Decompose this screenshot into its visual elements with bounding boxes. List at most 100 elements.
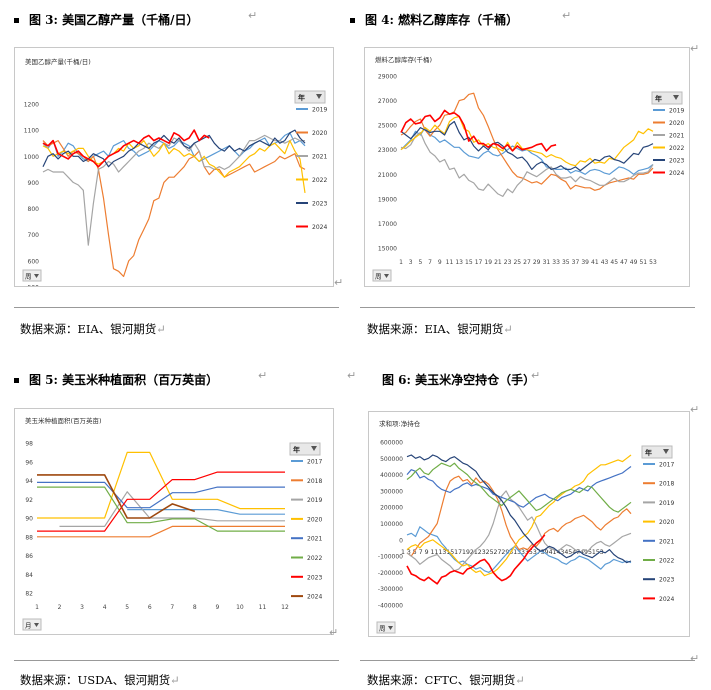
legend-label-2019: 2019	[307, 497, 322, 504]
x-tick-label: 53	[649, 259, 657, 266]
return-mark: ↵	[347, 369, 357, 382]
legend-label-2017: 2017	[307, 459, 322, 466]
axis-field-button	[376, 621, 396, 634]
bullet-icon	[350, 18, 355, 23]
series-line-2022	[406, 462, 632, 513]
series-line-2019	[42, 132, 306, 163]
series-line-2023	[42, 129, 306, 168]
series-line-2021	[406, 466, 632, 508]
axis-field-button	[372, 269, 392, 282]
x-tick-label: 27	[523, 259, 531, 266]
y-tick-label: 98	[25, 441, 33, 448]
x-tick-label: 45	[610, 259, 618, 266]
y-tick-label: 900	[28, 180, 40, 187]
chart-svg: 美国乙醇产量(千桶/日)5006007008009001000110012001…	[22, 57, 327, 305]
x-tick-label: 35	[562, 259, 570, 266]
x-tick-label: 39	[581, 259, 589, 266]
legend-title: 年	[293, 445, 300, 454]
legend: 年 2017 2018 2019 2020 2021 2022 2023 2024	[641, 445, 674, 603]
y-tick-label: 0	[399, 537, 403, 544]
legend-label-2024: 2024	[669, 170, 684, 177]
series-line-2023	[37, 471, 285, 532]
axis-field-button	[22, 269, 42, 282]
legend-label-2024: 2024	[659, 596, 674, 603]
series-line-2018	[406, 475, 632, 557]
axis-field-label: 周	[379, 625, 386, 633]
x-tick-label: 33	[552, 259, 560, 266]
dropdown-icon	[388, 626, 393, 630]
x-tick-label: 1 3 5 7 9 111315171921232527293133353739…	[401, 549, 604, 556]
legend-label-2020: 2020	[307, 516, 322, 523]
filter-icon	[316, 94, 322, 99]
series-line-2023	[406, 454, 632, 564]
legend-title: 年	[298, 93, 305, 102]
legend-label-2022: 2022	[307, 555, 322, 562]
x-tick-label: 4	[103, 604, 107, 611]
y-tick-label: 15000	[378, 246, 397, 253]
legend-label-2018: 2018	[307, 478, 322, 485]
y-tick-label: 84	[25, 572, 33, 579]
y-tick-label: 300000	[380, 488, 403, 495]
x-tick-label: 1	[35, 604, 39, 611]
chart-svg: 求和项:净持仓 -400000 -300000 -200000 -100000 0 1000…	[376, 419, 674, 634]
chart-corn-net-position: 求和项:净持仓 -400000 -300000 -200000 -100000 0 1000…	[368, 411, 690, 637]
axis-field-label: 周	[375, 273, 382, 281]
series-line-2022	[42, 140, 306, 193]
legend-label-2022: 2022	[669, 145, 684, 152]
panel-title: 图 5: 美玉米种植面积（百万英亩）	[14, 371, 218, 388]
series-line-2021	[37, 481, 285, 509]
series-line-2018	[37, 525, 285, 538]
legend-label-2019: 2019	[659, 500, 674, 507]
series-line-2019	[400, 127, 654, 175]
y-tick-label: 700	[28, 232, 40, 239]
x-tick-label: 19	[484, 259, 492, 266]
series-line-2024	[42, 129, 210, 168]
series-line-2017	[406, 526, 632, 573]
x-tick-label: 17	[475, 259, 483, 266]
x-tick-label: 6	[148, 604, 152, 611]
y-tick-label: 17000	[378, 221, 397, 228]
x-tick-label: 10	[236, 604, 244, 611]
y-tick-label: 500	[28, 285, 40, 287]
x-tick-label: 5	[418, 259, 422, 266]
legend-label-2020: 2020	[659, 519, 674, 526]
legend-label-2024: 2024	[312, 224, 327, 231]
source-text: 数据来源：CFTC、银河期货↵	[367, 673, 525, 687]
x-tick-label: 29	[533, 259, 541, 266]
x-tick-label: 9	[438, 259, 442, 266]
y-tick-label: 19000	[378, 196, 397, 203]
panel-title: 图 4: 燃料乙醇库存（千桶）	[350, 11, 518, 28]
y-tick-label: 1200	[24, 102, 39, 109]
filter-icon	[663, 449, 669, 454]
y-tick-label: 200000	[380, 505, 403, 512]
y-tick-label: 82	[25, 591, 33, 598]
legend: 年 2019 2020 2021 2022 2023 2024	[294, 90, 327, 231]
x-tick-label: 47	[620, 259, 628, 266]
x-tick-label: 7	[170, 604, 174, 611]
y-tick-label: 400000	[380, 472, 403, 479]
x-tick-label: 8	[193, 604, 197, 611]
legend-label-2017: 2017	[659, 462, 674, 469]
y-tick-label: 21000	[378, 172, 397, 179]
legend-title: 年	[655, 94, 662, 103]
chart-label: 燃料乙醇库存(千桶)	[375, 55, 432, 64]
return-mark: ↵	[258, 369, 268, 382]
divider	[360, 307, 695, 308]
return-mark: ↵	[690, 652, 700, 665]
x-tick-label: 15	[465, 259, 473, 266]
y-tick-label: 1000	[24, 154, 39, 161]
x-tick-label: 7	[428, 259, 432, 266]
y-tick-label: 29000	[378, 74, 397, 81]
dropdown-icon	[34, 274, 39, 278]
source-text: 数据来源：EIA、银河期货↵	[367, 322, 513, 336]
return-mark: ↵	[334, 276, 344, 289]
legend-label-2020: 2020	[669, 120, 684, 127]
legend-label-2021: 2021	[659, 538, 674, 545]
y-tick-label: 800	[28, 206, 40, 213]
bullet-icon	[14, 378, 19, 383]
legend-label-2023: 2023	[669, 158, 684, 165]
x-tick-label: 3	[80, 604, 84, 611]
y-tick-label: 500000	[380, 456, 403, 463]
source-text: 数据来源：EIA、银河期货↵	[20, 322, 166, 336]
